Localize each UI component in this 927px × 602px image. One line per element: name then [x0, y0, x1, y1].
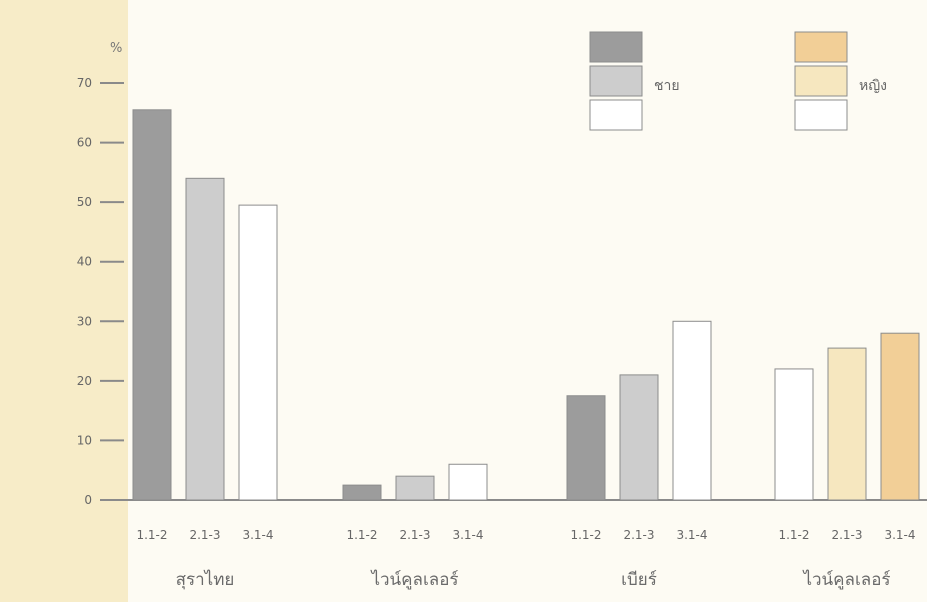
bar	[774, 368, 814, 501]
y-tick-label: 10	[77, 433, 92, 447]
bar	[880, 332, 920, 501]
y-tick-label: 60	[77, 136, 92, 150]
category-label: 2.1-3	[189, 528, 220, 542]
bar	[342, 484, 382, 501]
legend-swatch-male	[589, 31, 643, 63]
category-label: 1.1-2	[136, 528, 167, 542]
group-label: สุราไทย	[176, 569, 235, 590]
y-tick-label: 40	[77, 255, 92, 269]
bar	[395, 475, 435, 501]
category-label: 3.1-4	[452, 528, 483, 542]
bar	[672, 320, 712, 501]
y-tick-label: 30	[77, 314, 92, 328]
bar	[827, 347, 867, 501]
bar	[185, 177, 225, 501]
legend-swatch-female	[794, 31, 848, 63]
legend-swatch-female	[794, 65, 848, 97]
category-label: 2.1-3	[399, 528, 430, 542]
legend-label: ชาย	[654, 78, 680, 94]
left-background-strip	[0, 0, 128, 602]
legend-swatch-male	[589, 99, 643, 131]
legend-swatch-male	[589, 65, 643, 97]
category-label: 3.1-4	[242, 528, 273, 542]
group-label: ไวน์คูลเลอร์	[369, 569, 458, 590]
category-label: 2.1-3	[831, 528, 862, 542]
group-label: ไวน์คูลเลอร์	[801, 569, 890, 590]
category-label: 3.1-4	[884, 528, 915, 542]
y-tick-label: 50	[77, 195, 92, 209]
category-label: 1.1-2	[778, 528, 809, 542]
y-tick-label: 20	[77, 374, 92, 388]
bar	[566, 395, 606, 501]
category-label: 2.1-3	[623, 528, 654, 542]
y-tick-label: 70	[77, 76, 92, 90]
bar	[132, 109, 172, 501]
bar	[238, 204, 278, 501]
bar	[448, 463, 488, 501]
group-label: เบียร์	[621, 570, 657, 590]
y-unit-label: %	[110, 41, 122, 56]
y-tick-label: 0	[84, 493, 92, 507]
legend-swatch-female	[794, 99, 848, 131]
category-label: 1.1-2	[346, 528, 377, 542]
legend-label: หญิง	[859, 78, 887, 94]
bar	[619, 374, 659, 501]
category-label: 1.1-2	[570, 528, 601, 542]
category-label: 3.1-4	[676, 528, 707, 542]
